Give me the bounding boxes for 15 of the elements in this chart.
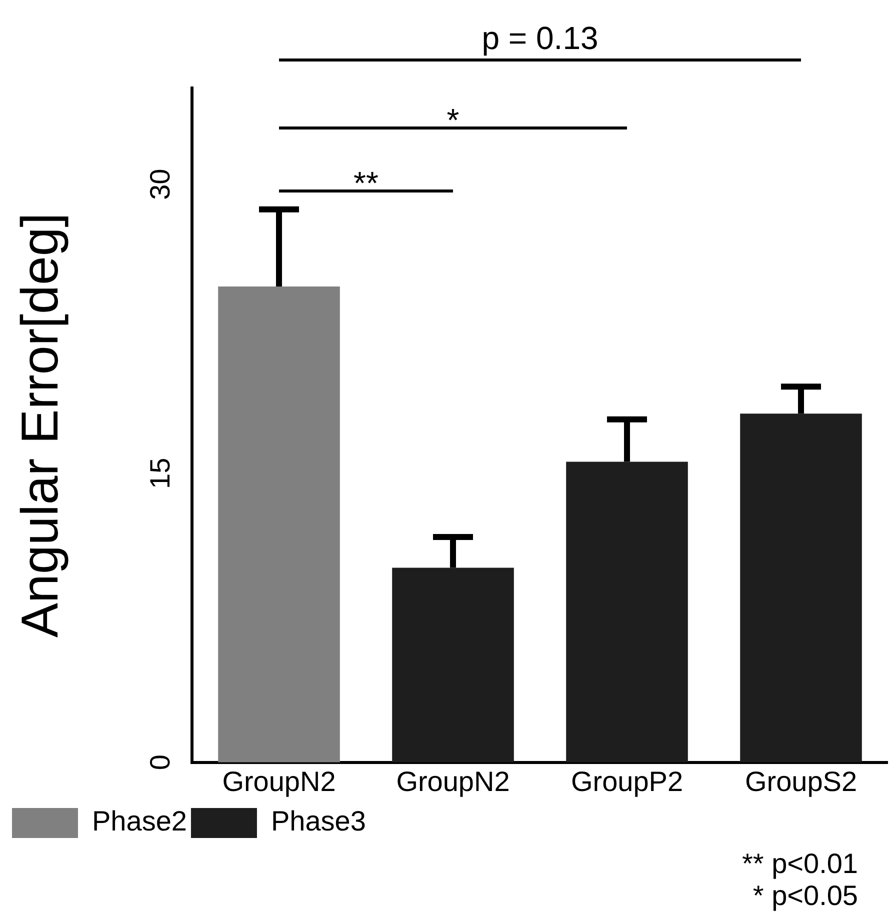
y-tick-label: 0 [144, 754, 176, 770]
legend-label: Phase2 [92, 806, 187, 837]
legend-label: Phase3 [270, 806, 366, 837]
y-tick-label: 30 [144, 168, 176, 200]
y-axis-title: Angular Error[deg] [12, 212, 70, 638]
x-tick-label: GroupN2 [396, 766, 510, 797]
text: p = 0.13 [482, 20, 598, 56]
annotation: ** [354, 164, 378, 201]
x-tick-label: GroupN2 [222, 766, 336, 797]
x-tick-label: GroupS2 [744, 766, 858, 797]
annotation: * [446, 102, 460, 138]
text: * p<0.05 [752, 880, 858, 912]
y-tick-label: 15 [144, 458, 176, 489]
text: ** p<0.01 [742, 848, 858, 880]
x-tick-label: GroupP2 [570, 766, 684, 797]
